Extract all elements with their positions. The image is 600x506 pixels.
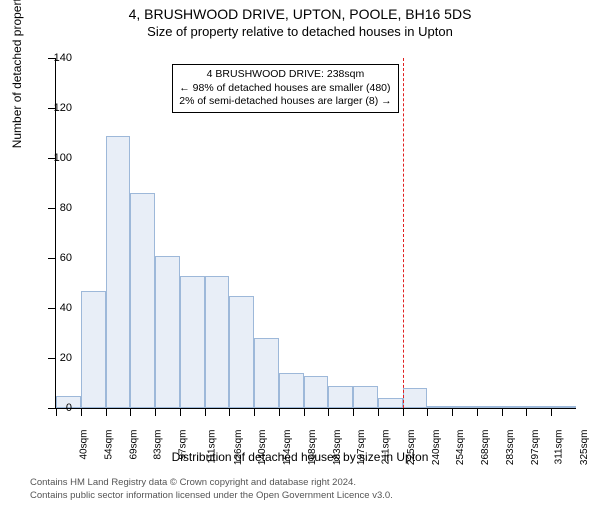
annotation-line3: 2% of semi-detached houses are larger (8… <box>179 95 391 109</box>
histogram-bar <box>106 136 131 409</box>
y-tick-label: 0 <box>66 402 72 414</box>
chart-subtitle: Size of property relative to detached ho… <box>0 24 600 39</box>
x-tick <box>378 408 379 416</box>
histogram-bar <box>155 256 180 409</box>
footer-attribution: Contains HM Land Registry data © Crown c… <box>30 477 393 502</box>
x-tick <box>452 408 453 416</box>
y-tick-label: 20 <box>60 352 72 364</box>
annotation-line1: 4 BRUSHWOOD DRIVE: 238sqm <box>179 68 391 82</box>
x-axis-label: Distribution of detached houses by size … <box>0 450 600 464</box>
y-axis-label: Number of detached properties <box>10 0 24 148</box>
y-tick-label: 140 <box>54 52 72 64</box>
x-tick <box>551 408 552 416</box>
histogram-bar <box>304 376 329 409</box>
y-tick <box>48 358 56 359</box>
histogram-bar <box>279 373 304 408</box>
annotation-box: 4 BRUSHWOOD DRIVE: 238sqm← 98% of detach… <box>172 64 398 113</box>
x-tick <box>180 408 181 416</box>
y-tick-label: 100 <box>54 152 72 164</box>
histogram-bar <box>254 338 279 408</box>
y-tick-label: 80 <box>60 202 72 214</box>
histogram-bar <box>353 386 378 409</box>
x-tick <box>353 408 354 416</box>
x-tick <box>279 408 280 416</box>
chart-title: 4, BRUSHWOOD DRIVE, UPTON, POOLE, BH16 5… <box>0 6 600 22</box>
y-tick-label: 40 <box>60 302 72 314</box>
annotation-line2: ← 98% of detached houses are smaller (48… <box>179 82 391 96</box>
x-tick <box>205 408 206 416</box>
histogram-bar <box>130 193 155 408</box>
x-tick <box>477 408 478 416</box>
x-tick <box>328 408 329 416</box>
histogram-bar <box>205 276 230 409</box>
x-tick <box>403 408 404 416</box>
plot: 40sqm54sqm69sqm83sqm97sqm111sqm126sqm140… <box>55 58 576 409</box>
histogram-bar <box>180 276 205 409</box>
plot-area: 40sqm54sqm69sqm83sqm97sqm111sqm126sqm140… <box>55 58 575 408</box>
histogram-bar <box>526 406 551 408</box>
y-tick <box>48 258 56 259</box>
marker-line <box>403 58 404 408</box>
x-tick <box>56 408 57 416</box>
footer-line1: Contains HM Land Registry data © Crown c… <box>30 477 393 489</box>
y-tick <box>48 208 56 209</box>
x-tick <box>155 408 156 416</box>
x-tick <box>229 408 230 416</box>
x-tick <box>526 408 527 416</box>
x-tick <box>502 408 503 416</box>
histogram-bar <box>452 406 477 409</box>
histogram-bar <box>427 406 452 408</box>
histogram-bar <box>378 398 403 408</box>
histogram-bar <box>502 406 527 409</box>
x-tick <box>427 408 428 416</box>
x-tick <box>130 408 131 416</box>
x-tick <box>254 408 255 416</box>
histogram-bar <box>229 296 254 409</box>
histogram-bar <box>477 406 502 408</box>
y-tick <box>48 308 56 309</box>
footer-line2: Contains public sector information licen… <box>30 490 393 502</box>
chart-container: 4, BRUSHWOOD DRIVE, UPTON, POOLE, BH16 5… <box>0 6 600 506</box>
y-tick-label: 120 <box>54 102 72 114</box>
histogram-bar <box>551 406 576 409</box>
x-tick <box>81 408 82 416</box>
x-tick <box>304 408 305 416</box>
histogram-bar <box>328 386 353 409</box>
x-tick <box>106 408 107 416</box>
y-tick-label: 60 <box>60 252 72 264</box>
histogram-bar <box>81 291 106 409</box>
histogram-bar <box>403 388 428 408</box>
y-tick <box>48 408 56 409</box>
